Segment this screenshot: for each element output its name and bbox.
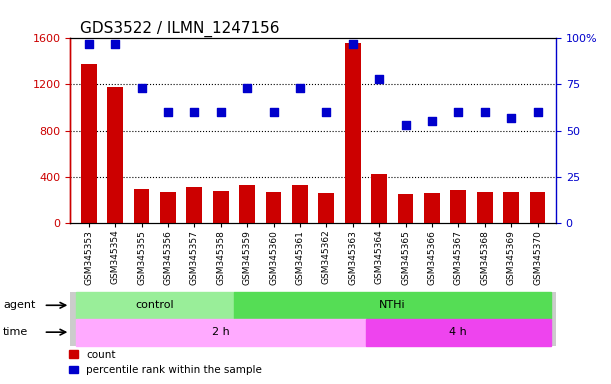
Bar: [530, 192, 546, 223]
Bar: [366, 319, 551, 346]
Bar: [134, 189, 150, 223]
Bar: [186, 187, 202, 223]
Bar: [76, 319, 366, 346]
Point: [269, 109, 279, 115]
Text: 2 h: 2 h: [212, 327, 230, 337]
Text: NTHi: NTHi: [379, 300, 406, 310]
Text: control: control: [136, 300, 174, 310]
Point: [375, 76, 384, 82]
Point: [507, 114, 516, 121]
Bar: [424, 193, 440, 223]
Point: [533, 109, 543, 115]
Legend: count, percentile rank within the sample: count, percentile rank within the sample: [70, 350, 262, 375]
Point: [216, 109, 225, 115]
Bar: [213, 191, 229, 223]
Point: [453, 109, 463, 115]
Text: 4 h: 4 h: [450, 327, 467, 337]
Point: [110, 41, 120, 47]
Bar: [345, 43, 360, 223]
Point: [295, 85, 305, 91]
Point: [84, 41, 93, 47]
Bar: [292, 185, 308, 223]
Point: [137, 85, 147, 91]
Text: agent: agent: [3, 300, 35, 310]
Bar: [477, 192, 492, 223]
Bar: [450, 190, 466, 223]
Bar: [107, 88, 123, 223]
Point: [401, 122, 411, 128]
Point: [189, 109, 199, 115]
Point: [427, 118, 437, 124]
Text: GDS3522 / ILMN_1247156: GDS3522 / ILMN_1247156: [80, 21, 279, 37]
Bar: [234, 292, 551, 319]
Bar: [76, 292, 234, 319]
Bar: [160, 192, 176, 223]
Bar: [398, 194, 414, 223]
Bar: [266, 192, 282, 223]
Bar: [503, 192, 519, 223]
Bar: [240, 185, 255, 223]
Point: [480, 109, 489, 115]
Bar: [81, 64, 97, 223]
Point: [242, 85, 252, 91]
Bar: [318, 193, 334, 223]
Text: time: time: [3, 327, 28, 337]
Point: [321, 109, 331, 115]
Bar: [371, 174, 387, 223]
Point: [163, 109, 173, 115]
Point: [348, 41, 357, 47]
